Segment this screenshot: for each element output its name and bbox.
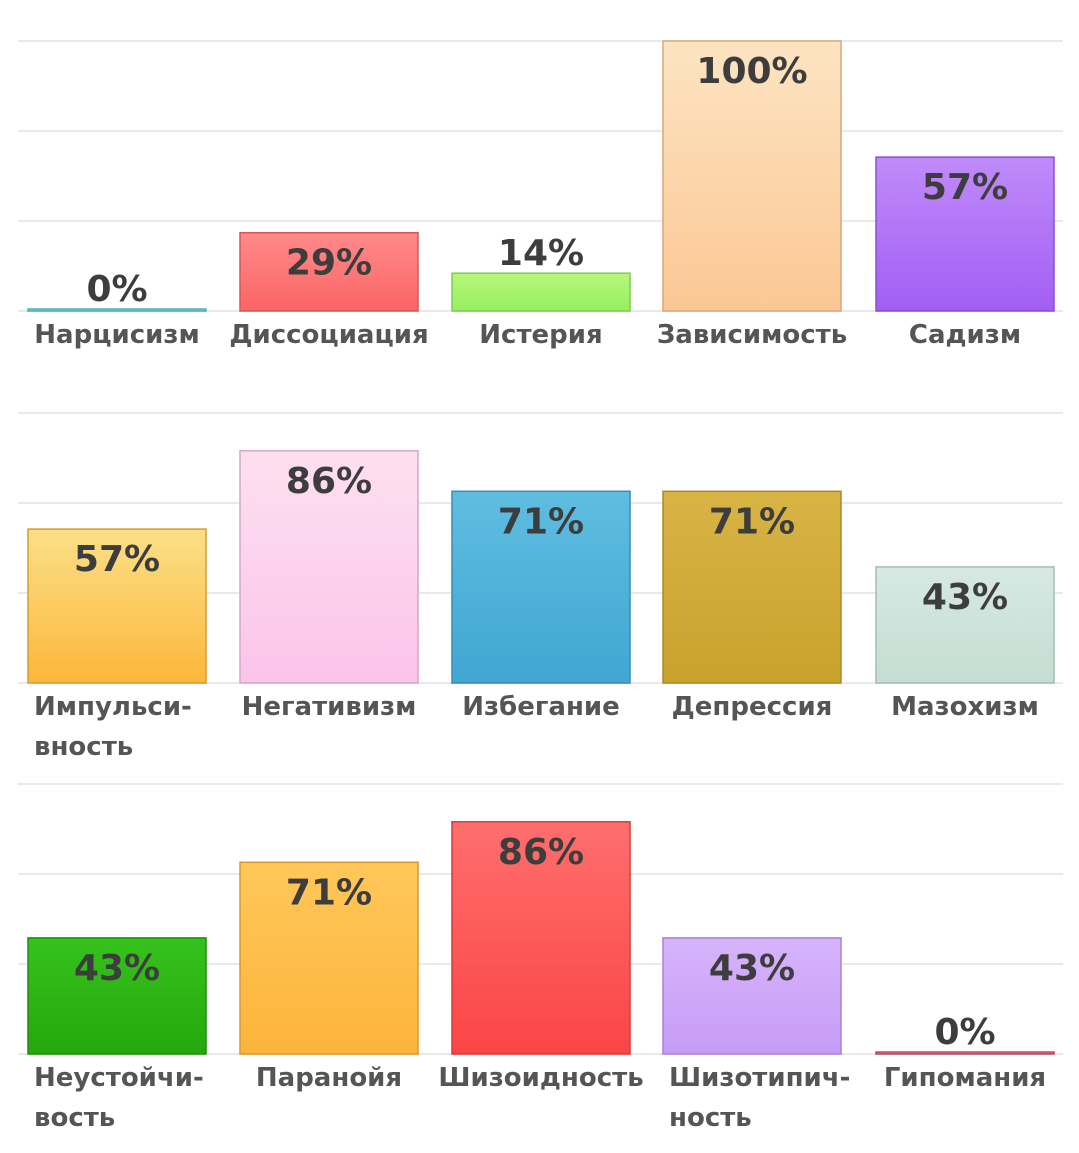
category-label: Нарцисизм (34, 320, 199, 350)
category-label: Паранойя (256, 1063, 402, 1093)
bar-value-label: 57% (922, 167, 1008, 208)
bar-value-label: 86% (286, 461, 372, 502)
bar-value-label: 14% (498, 233, 584, 274)
bar-4 (662, 937, 842, 1055)
bar-value-label: 43% (74, 948, 160, 989)
category-label: Гипомания (884, 1063, 1046, 1093)
bar-value-label: 43% (922, 577, 1008, 618)
bar-value-label: 71% (709, 501, 795, 542)
category-label: Мазохизм (891, 692, 1039, 722)
bar-3 (451, 821, 631, 1055)
bar-value-label: 71% (286, 872, 372, 913)
bar-value-label: 0% (86, 269, 147, 310)
category-label: Неустойчи-вость (34, 1063, 204, 1133)
chart-panel-3: 43% Неустойчи-вость 71% Паранойя 86% Шизоидно… (18, 783, 1063, 1133)
bar-value-label: 86% (498, 832, 584, 873)
category-label: Садизм (909, 320, 1021, 350)
bar-4 (662, 40, 842, 312)
bar-value-label: 0% (934, 1012, 995, 1053)
bar-value-label: 100% (696, 51, 807, 92)
bar-5 (875, 156, 1055, 312)
category-label: Шизоидность (438, 1063, 643, 1093)
bar-2 (239, 231, 419, 312)
category-label: Импульси-вность (34, 692, 192, 762)
bar-4 (662, 490, 842, 684)
bar-3 (451, 272, 631, 312)
bar-2 (239, 450, 419, 684)
chart-panel-1: 0% Нарцисизм 29% Диссоциация 14% Истерия 100% З… (18, 40, 1063, 350)
bar-1 (27, 937, 207, 1055)
bar-value-label: 57% (74, 539, 160, 580)
bar-3 (451, 490, 631, 684)
bar-5 (875, 566, 1055, 684)
bar-value-label: 43% (709, 948, 795, 989)
bar-1 (27, 308, 207, 312)
category-label: Негативизм (242, 692, 417, 722)
category-label: Диссоциация (229, 320, 428, 350)
category-label: Избегание (462, 692, 620, 722)
bar-value-label: 29% (286, 243, 372, 284)
bar-2 (239, 861, 419, 1055)
bar-5 (875, 1051, 1055, 1055)
bar-value-label: 71% (498, 501, 584, 542)
bar-1 (27, 528, 207, 684)
chart-panel-2: 57% Импульси-вность 86% Негативизм 71% Избега… (18, 412, 1063, 762)
category-label: Истерия (479, 320, 602, 350)
category-label: Депрессия (672, 692, 833, 722)
category-label: Зависимость (657, 320, 847, 350)
category-label: Шизотипич-ность (669, 1063, 850, 1133)
